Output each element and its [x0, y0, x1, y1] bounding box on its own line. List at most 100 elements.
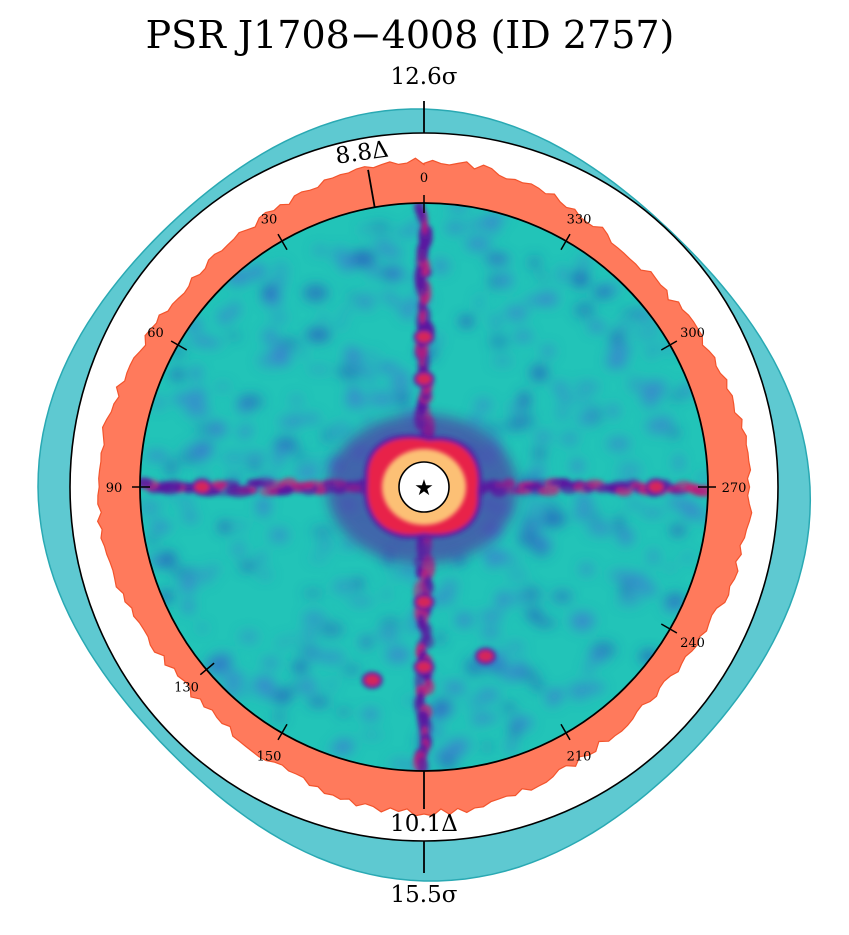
noise-blob: [482, 742, 493, 752]
noise-blob: [435, 632, 445, 644]
noise-blob: [470, 714, 488, 725]
noise-blob: [269, 527, 290, 543]
noise-blob: [230, 301, 240, 318]
noise-blob: [362, 636, 372, 649]
noise-blob: [345, 393, 366, 409]
bright-knot: [361, 671, 383, 689]
noise-blob: [257, 504, 270, 518]
angle-ticks: 0 30 60 90 130 150 210 240 270 300 330: [106, 171, 747, 765]
noise-blob: [239, 630, 259, 644]
noise-blob: [307, 697, 330, 707]
noise-blob: [197, 339, 223, 347]
noise-blob: [574, 301, 596, 319]
noise-blob: [382, 590, 391, 599]
noise-blob: [249, 263, 267, 280]
noise-blob: [495, 591, 509, 609]
noise-blob: [661, 414, 674, 427]
noise-blob: [507, 737, 516, 755]
noise-blob: [479, 611, 504, 621]
noise-blob: [510, 413, 536, 428]
noise-blob: [615, 515, 624, 533]
angle-tick-150: [277, 723, 288, 741]
noise-blob: [169, 368, 186, 381]
noise-blob: [558, 393, 570, 404]
noise-blob: [389, 266, 404, 282]
noise-blob: [668, 427, 680, 439]
noise-blob: [627, 375, 643, 393]
noise-blob: [550, 590, 573, 603]
noise-blob: [261, 657, 280, 669]
noise-blob: [610, 330, 625, 345]
noise-blob: [298, 348, 308, 358]
noise-blob: [505, 589, 529, 607]
noise-blob: [145, 450, 169, 461]
noise-blob: [532, 447, 547, 460]
angle-tick-30: [277, 233, 288, 251]
noise-blob: [182, 512, 199, 523]
noise-blob: [468, 414, 483, 429]
noise-blob: [641, 509, 665, 517]
noise-blob: [530, 364, 549, 382]
noise-blob: [220, 451, 247, 465]
noise-blob: [150, 521, 171, 533]
noise-blob: [166, 459, 176, 477]
noise-blob: [303, 589, 323, 597]
noise-blob: [184, 406, 211, 417]
noise-blob: [198, 624, 207, 632]
noise-blob: [540, 510, 567, 528]
noise-blob: [366, 265, 382, 278]
noise-blob: [670, 525, 686, 536]
noise-blob: [296, 645, 318, 654]
noise-blob: [501, 557, 522, 566]
noise-blob: [648, 548, 658, 565]
noise-blob: [680, 553, 696, 562]
noise-blob: [239, 686, 255, 697]
noise-blob: [513, 330, 533, 343]
noise-blob: [399, 302, 417, 320]
noise-blob: [306, 366, 332, 373]
angle-tick-label-210: 210: [567, 750, 592, 765]
noise-blob: [327, 679, 336, 691]
noise-blob: [475, 294, 484, 312]
noise-blob: [579, 563, 594, 575]
angle-tick-label-240: 240: [680, 636, 705, 651]
noise-blob: [365, 391, 390, 407]
noise-blob: [366, 369, 376, 388]
noise-blob: [269, 345, 290, 362]
streak-blob: [421, 635, 435, 649]
noise-blob: [319, 651, 345, 663]
annotation-label-outer_bottom: 15.5σ: [391, 882, 458, 908]
noise-blob: [528, 254, 541, 271]
noise-blob: [533, 619, 557, 627]
noise-blob: [538, 272, 548, 282]
noise-blob: [577, 414, 596, 425]
angle-tick-label-150: 150: [257, 750, 282, 765]
noise-blob: [321, 429, 334, 444]
noise-blob: [273, 443, 293, 456]
noise-blob: [650, 326, 660, 333]
noise-blob: [628, 573, 648, 590]
noise-blob: [172, 393, 197, 405]
angle-tick-240: [660, 623, 678, 634]
noise-blob: [318, 315, 329, 322]
noise-blob: [258, 571, 272, 579]
noise-blob: [337, 363, 362, 380]
angle-tick-label-30: 30: [261, 213, 278, 228]
angle-tick-label-0: 0: [420, 171, 428, 186]
noise-blob: [545, 692, 560, 707]
noise-blob: [625, 501, 645, 509]
angle-tick-300: [660, 340, 678, 351]
noise-blob: [694, 474, 708, 481]
noise-blob: [466, 220, 485, 229]
noise-blob: [376, 628, 401, 642]
noise-blob: [487, 555, 497, 570]
noise-blob: [335, 581, 347, 588]
noise-blob: [269, 310, 288, 325]
noise-blob: [646, 343, 656, 359]
noise-blob: [209, 563, 219, 576]
noise-blob: [273, 261, 289, 279]
noise-blob: [258, 681, 275, 700]
noise-blob: [334, 737, 354, 754]
noise-blob: [575, 508, 587, 521]
noise-blob: [552, 381, 568, 393]
